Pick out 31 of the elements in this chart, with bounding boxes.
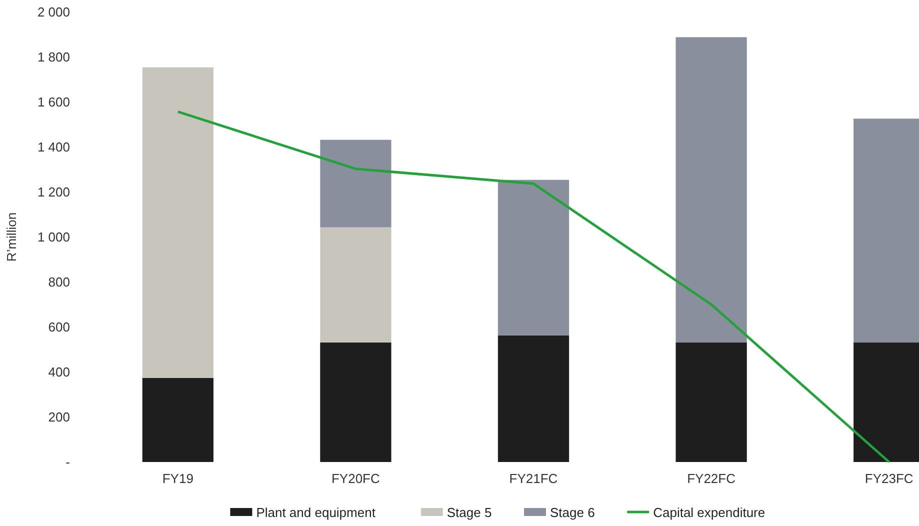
x-tick-label: FY21FC: [509, 471, 558, 486]
x-tick-label: FY23FC: [864, 471, 914, 486]
bar: [320, 140, 392, 228]
y-tick-label: 400: [48, 364, 70, 380]
x-tick-label: FY22FC: [687, 471, 736, 486]
legend-label: Stage 6: [550, 505, 595, 520]
x-tick-label: FY19: [162, 471, 194, 486]
bar: [676, 342, 747, 462]
y-tick-label: 1 400: [37, 140, 70, 155]
bar: [142, 378, 214, 462]
legend-label: Plant and equipment: [256, 505, 376, 520]
y-tick-label: 600: [48, 320, 70, 335]
bar: [498, 180, 570, 336]
y-tick-label: 1 800: [37, 50, 70, 65]
bar: [320, 227, 392, 343]
y-tick-label: 2 000: [37, 4, 70, 20]
legend-label: Capital expenditure: [653, 505, 766, 520]
bar: [498, 335, 570, 462]
y-tick-label: 1 600: [37, 94, 70, 110]
y-tick-label: 800: [48, 274, 70, 290]
x-tick-label: FY20FC: [331, 471, 380, 486]
bar: [676, 37, 747, 343]
y-tick-label: -: [66, 454, 70, 470]
y-axis-title: R’million: [4, 212, 19, 262]
line-series: [176, 110, 890, 464]
bar: [142, 67, 214, 378]
y-tick-label: 1 000: [37, 230, 70, 245]
y-tick-label: 200: [48, 410, 70, 425]
bar: [320, 342, 392, 462]
y-tick-label: 1 200: [37, 184, 70, 200]
legend-label: Stage 5: [446, 505, 492, 520]
